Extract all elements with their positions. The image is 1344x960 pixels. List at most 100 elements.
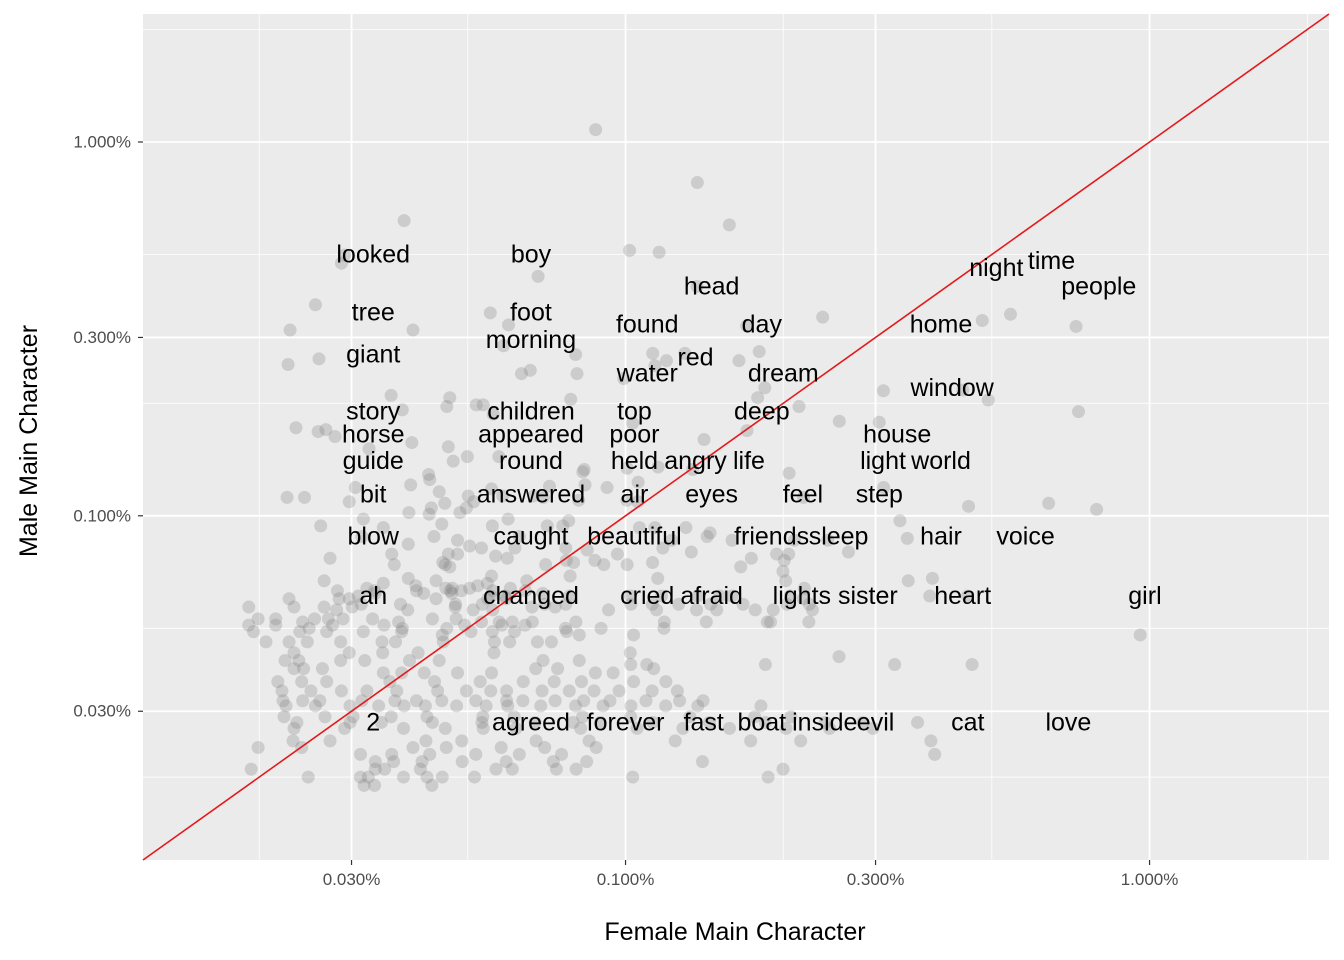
data-point <box>646 715 660 729</box>
data-point <box>475 715 489 729</box>
data-point <box>600 481 614 495</box>
word-label: guide <box>343 447 404 475</box>
data-point <box>783 589 797 603</box>
data-point <box>469 694 483 708</box>
data-point <box>334 256 348 270</box>
data-point <box>505 615 519 629</box>
data-point <box>443 584 457 598</box>
data-point <box>823 721 837 735</box>
word-label: children <box>487 398 575 426</box>
data-point <box>395 403 409 417</box>
data-point <box>445 581 459 595</box>
data-point <box>486 584 500 598</box>
data-point <box>700 530 714 544</box>
data-point <box>530 635 544 649</box>
data-point <box>242 618 256 632</box>
data-point <box>1071 405 1085 419</box>
data-point <box>507 710 521 724</box>
word-label: sister <box>838 582 898 610</box>
data-point <box>372 699 386 713</box>
data-point <box>632 521 646 535</box>
data-point <box>536 654 550 668</box>
data-point <box>695 755 709 769</box>
data-point <box>512 530 526 544</box>
data-point <box>451 547 465 561</box>
data-point <box>368 586 382 600</box>
x-tick-label: 1.000% <box>1121 870 1179 889</box>
data-point <box>282 592 296 606</box>
data-point <box>802 615 816 629</box>
data-point <box>343 715 357 729</box>
data-point <box>624 658 638 672</box>
data-point <box>606 666 620 680</box>
data-point <box>376 646 390 660</box>
data-point <box>645 597 659 611</box>
data-point <box>797 490 811 504</box>
data-point <box>752 345 766 359</box>
data-point <box>503 581 517 595</box>
data-point <box>436 635 450 649</box>
data-point <box>626 770 640 784</box>
data-point <box>401 537 415 551</box>
data-point <box>758 381 772 395</box>
data-point <box>295 675 309 689</box>
data-point <box>355 530 369 544</box>
data-point <box>342 592 356 606</box>
data-point <box>582 734 596 748</box>
word-label: water <box>616 360 678 388</box>
data-point <box>315 662 329 676</box>
data-point <box>500 684 514 698</box>
data-point <box>690 603 704 617</box>
data-point <box>449 597 463 611</box>
data-point <box>580 755 594 769</box>
data-point <box>597 558 611 572</box>
data-point <box>304 684 318 698</box>
data-point <box>792 400 806 414</box>
data-point <box>975 314 989 328</box>
data-point <box>672 597 686 611</box>
data-point <box>401 571 415 585</box>
data-point <box>782 466 796 480</box>
data-point <box>338 248 352 262</box>
data-point <box>328 429 342 443</box>
data-point <box>528 715 542 729</box>
data-point <box>282 635 296 649</box>
data-point <box>279 699 293 713</box>
data-point <box>497 339 511 353</box>
data-point <box>594 621 608 635</box>
word-label: cat <box>951 708 984 736</box>
data-point <box>439 581 453 595</box>
data-point <box>496 489 510 503</box>
data-point <box>626 416 640 430</box>
data-point <box>428 675 442 689</box>
data-point <box>287 600 301 614</box>
data-point <box>624 699 638 713</box>
word-label: held <box>611 447 658 475</box>
data-point <box>1003 307 1017 321</box>
data-point <box>348 481 362 495</box>
data-point <box>648 521 662 535</box>
data-point <box>624 597 638 611</box>
word-label: feel <box>783 481 823 509</box>
data-point <box>481 592 495 606</box>
data-point <box>317 600 331 614</box>
data-point <box>435 770 449 784</box>
data-point <box>784 710 798 724</box>
data-point <box>562 514 576 528</box>
data-point <box>355 694 369 708</box>
data-point <box>492 615 506 629</box>
data-point <box>534 699 548 713</box>
word-label: friends <box>734 523 809 551</box>
data-point <box>286 734 300 748</box>
data-point <box>535 684 549 698</box>
data-point <box>748 710 762 724</box>
data-point <box>508 541 522 555</box>
data-point <box>429 592 443 606</box>
data-point <box>1133 628 1147 642</box>
data-point <box>485 625 499 639</box>
data-point <box>259 635 273 649</box>
data-point <box>451 666 465 680</box>
data-point <box>308 612 322 626</box>
data-point <box>332 592 346 606</box>
